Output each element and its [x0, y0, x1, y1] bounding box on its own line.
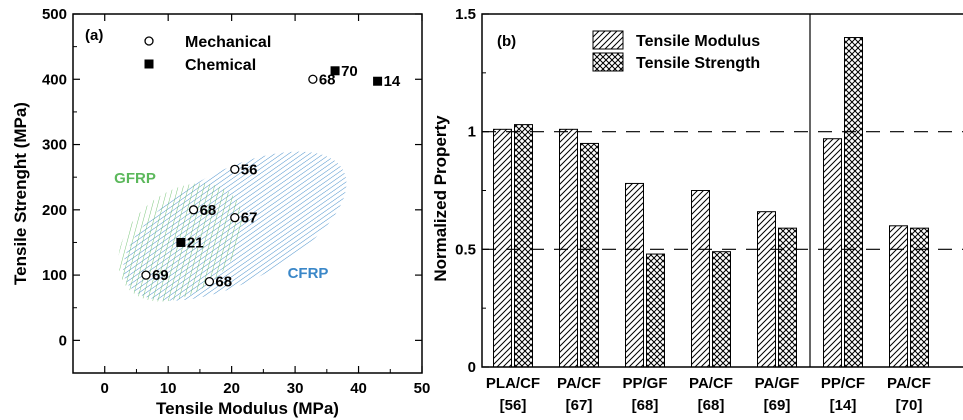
bar-panel: PLA/CF [56] PA/CF [67] PP/GF [68] PA/CF [68] PA/… [431, 6, 963, 414]
category-ref-label: [67] [566, 397, 593, 414]
bar-axis-ticks: 0 0.5 1 1.5 [455, 6, 489, 376]
mechanical-point [141, 270, 151, 280]
point-label: 67 [241, 210, 258, 227]
y-tick-label: 100 [42, 267, 67, 284]
x-tick-label: 50 [414, 380, 431, 397]
scatter-plot-frame [72, 13, 423, 374]
category-ref-label: [56] [500, 397, 527, 414]
tensile-modulus-bar [493, 128, 512, 368]
y-tick-label: 500 [42, 6, 67, 23]
legend-chemical-label: Chemical [185, 57, 256, 74]
tensile-strength-bar [778, 227, 797, 368]
mechanical-point [204, 276, 215, 287]
scatter-x-axis-title: Tensile Modulus (MPa) [156, 399, 339, 418]
category-label: PP/GF [622, 375, 667, 392]
tensile-strength-bar [580, 142, 599, 368]
legend-strength-label: Tensile Strength [636, 55, 760, 72]
point-label: 68 [200, 202, 217, 219]
scatter-legend: Mechanical Chemical [144, 34, 271, 74]
x-tick-label: 40 [350, 380, 367, 397]
category-label: PA/CF [557, 375, 601, 392]
bars: PLA/CF [56] PA/CF [67] PP/GF [68] PA/CF [68] PA/… [486, 37, 931, 414]
legend-modulus-swatch [592, 30, 624, 50]
category-label: PA/GF [755, 375, 800, 392]
point-label: 56 [241, 161, 258, 178]
legend-mechanical-label: Mechanical [185, 34, 271, 51]
tensile-modulus-bar [823, 138, 842, 368]
category-ref-label: [69] [764, 397, 791, 414]
bar-plot-frame [481, 13, 963, 368]
legend-chemical-marker [144, 59, 154, 69]
x-tick-label: 0 [101, 380, 109, 397]
tensile-strength-bar [514, 124, 533, 368]
tensile-modulus-bar [757, 211, 776, 368]
chemical-point [176, 237, 186, 247]
tensile-modulus-bar [691, 190, 710, 368]
legend-modulus-label: Tensile Modulus [636, 33, 760, 50]
legend-mechanical-marker [144, 36, 154, 46]
point-label: 14 [384, 73, 401, 90]
chemical-point [330, 66, 340, 76]
y-tick-label: 400 [42, 71, 67, 88]
category-ref-label: [14] [830, 397, 857, 414]
tensile-modulus-bar [625, 182, 644, 368]
x-tick-label: 10 [160, 380, 177, 397]
point-label: 70 [341, 63, 358, 80]
legend-strength-swatch [592, 52, 624, 72]
bar-y-axis-title: Normalized Property [431, 115, 450, 282]
tensile-strength-bar [646, 253, 665, 368]
y-tick-label: 0 [59, 332, 67, 349]
mechanical-point [230, 164, 240, 174]
point-label: 21 [187, 234, 204, 251]
x-tick-label: 30 [287, 380, 304, 397]
point-label: 68 [319, 71, 336, 88]
bar-y-tick-label: 1.5 [455, 6, 476, 23]
category-label: PLA/CF [486, 375, 540, 392]
y-tick-label: 200 [42, 202, 67, 219]
mechanical-point [188, 205, 199, 215]
bar-y-tick-label: 0 [468, 359, 476, 376]
tensile-strength-bar [844, 37, 863, 368]
bar-y-tick-label: 1 [468, 124, 476, 141]
point-label: 68 [215, 274, 232, 291]
cfrp-region-label: CFRP [288, 265, 329, 282]
tensile-modulus-bar [559, 128, 578, 368]
tensile-strength-bar [712, 251, 731, 368]
point-label: 69 [152, 267, 169, 284]
category-label: PP/CF [821, 375, 865, 392]
scatter-y-axis-title: Tensile Strenght (MPa) [11, 102, 30, 285]
gfrp-region-label: GFRP [114, 170, 156, 187]
tensile-modulus-bar [889, 225, 908, 368]
mechanical-point [230, 213, 240, 223]
y-tick-label: 300 [42, 137, 67, 154]
category-ref-label: [68] [632, 397, 659, 414]
category-label: PA/CF [887, 375, 931, 392]
category-ref-label: [68] [698, 397, 725, 414]
panel-label-b: (b) [497, 33, 516, 50]
scatter-points: 68 56 68 67 69 68 70 14 21 [141, 63, 401, 291]
material-regions: GFRP CFRP [114, 151, 347, 302]
category-label: PA/CF [689, 375, 733, 392]
bar-y-tick-label: 0.5 [455, 241, 476, 258]
x-tick-label: 20 [223, 380, 240, 397]
mechanical-point [308, 74, 318, 84]
panel-label-a: (a) [85, 27, 103, 44]
chemical-point [373, 76, 383, 86]
category-ref-label: [70] [896, 397, 923, 414]
bar-legend: Tensile Modulus Tensile Strength [592, 30, 760, 72]
tensile-strength-bar [910, 227, 929, 368]
